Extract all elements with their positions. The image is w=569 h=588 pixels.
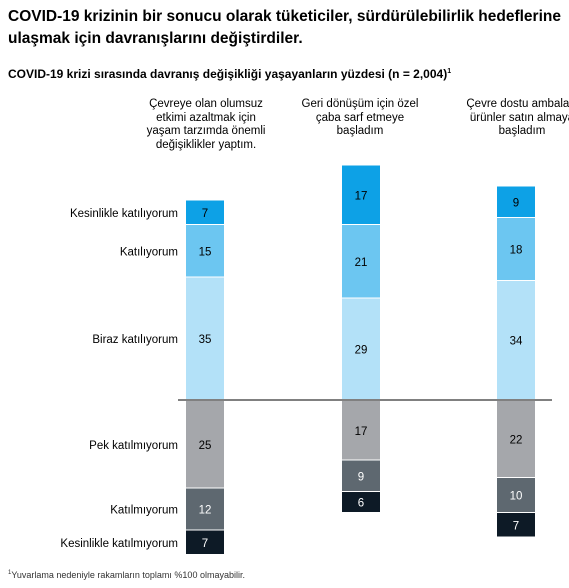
data-label: 18: [510, 245, 523, 257]
data-label: 17: [355, 190, 368, 202]
bar-segment: [342, 225, 380, 298]
column-header-packaging: Çevre dostu ambalajlı ürünler satın alma…: [466, 98, 569, 137]
chart-subtitle: COVID-19 krizi sırasında davranış değişi…: [8, 64, 563, 82]
bar-segment: [186, 277, 224, 399]
column-header-lifestyle: Çevreye olan olumsuz etkimi azaltmak içi…: [146, 98, 266, 151]
legend-label: Biraz katılıyorum: [92, 334, 178, 346]
data-label: 6: [358, 498, 364, 510]
data-label: 7: [513, 520, 519, 532]
bar-segment: [342, 460, 380, 491]
bar-segment: [497, 281, 535, 399]
bar-segment: [497, 513, 535, 537]
footnote: 1Yuvarlama nedeniyle rakamların toplamı …: [8, 570, 245, 580]
bar-segment: [186, 401, 224, 488]
bar-segment: [186, 530, 224, 554]
bar-segment: [497, 218, 535, 280]
data-label: 7: [202, 208, 208, 220]
column-header-recycling: Geri dönüşüm için özel çaba sarf etmeye …: [301, 98, 419, 137]
data-label: 25: [199, 440, 212, 452]
bar-segment: [342, 298, 380, 399]
legend-label: Pek katılmıyorum: [89, 440, 178, 452]
data-label: 35: [199, 334, 212, 346]
chart-subtitle-text: COVID-19 krizi sırasında davranış değişi…: [8, 67, 448, 81]
bar-segment: [497, 186, 535, 217]
bar-segment: [186, 488, 224, 530]
data-label: 10: [510, 491, 523, 503]
headline: COVID-19 krizinin bir sonucu olarak tüke…: [8, 8, 561, 47]
data-label: 34: [510, 336, 523, 348]
data-label: 9: [358, 471, 364, 483]
bar-segment: [342, 165, 380, 224]
bar-segment: [342, 401, 380, 460]
bar-segment: [342, 492, 380, 512]
data-label: 21: [355, 257, 368, 269]
data-label: 9: [513, 197, 519, 209]
bar-segment: [497, 401, 535, 477]
footnote-text: Yuvarlama nedeniyle rakamların toplamı %…: [11, 570, 245, 580]
bar-segment: [186, 225, 224, 277]
data-label: 22: [510, 435, 523, 447]
bar-segment: [497, 478, 535, 512]
legend-label: Katılıyorum: [120, 246, 178, 258]
data-label: 7: [202, 538, 208, 550]
data-label: 12: [199, 505, 212, 517]
legend-label: Kesinlikle katılıyorum: [70, 208, 178, 220]
data-label: 29: [355, 344, 368, 356]
footnote-marker: 1: [447, 68, 452, 75]
data-label: 15: [199, 246, 212, 258]
bar-segment: [186, 200, 224, 224]
footnote-marker: 1: [8, 570, 12, 576]
legend-label: Kesinlikle katılmıyorum: [60, 538, 178, 550]
data-label: 17: [355, 426, 368, 438]
legend-label: Katılmıyorum: [110, 505, 178, 517]
